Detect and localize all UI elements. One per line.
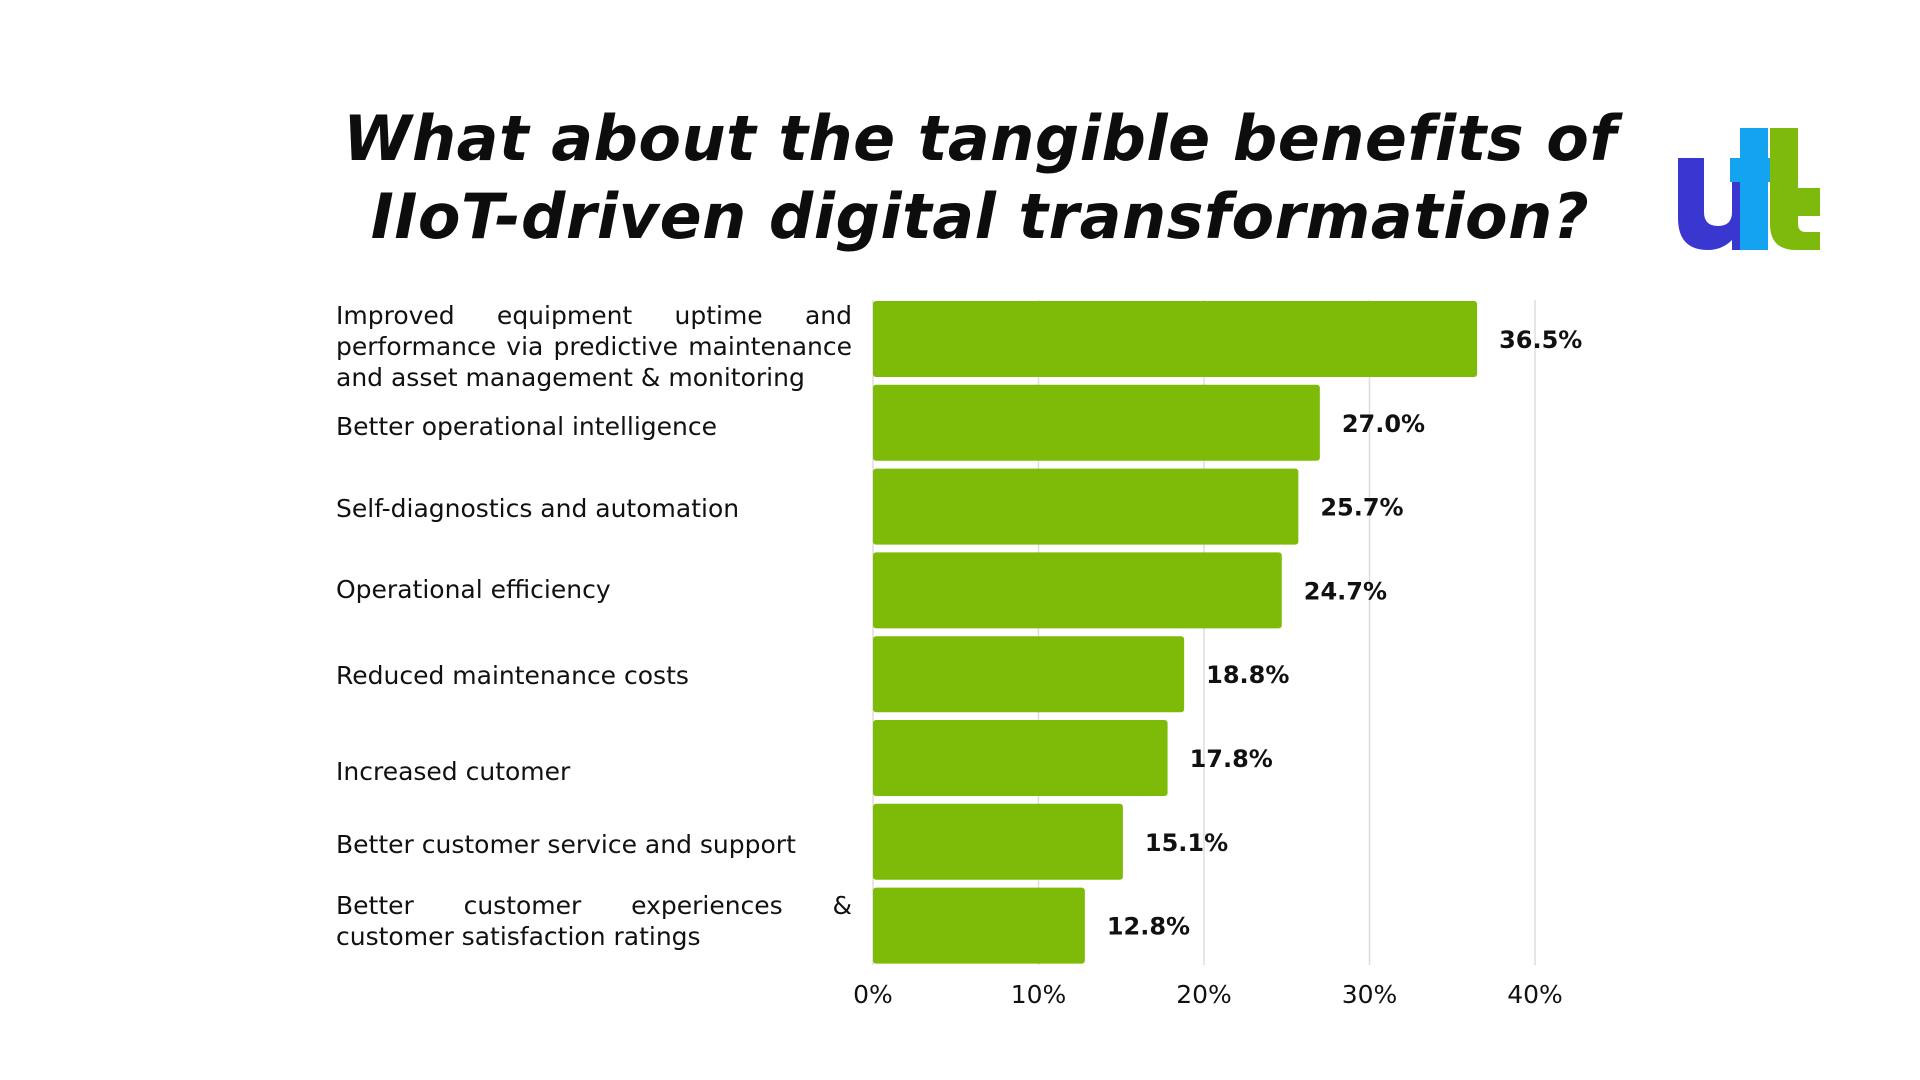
category-label: Better customer experiences & customer s… xyxy=(336,891,852,951)
bars xyxy=(873,301,1478,964)
bar xyxy=(873,720,1168,796)
bar-value-label: 18.8% xyxy=(1206,661,1289,689)
x-tick-label: 20% xyxy=(1176,980,1232,1009)
logo-letter-t1 xyxy=(1730,128,1778,250)
category-label: Improved equipment uptime and performanc… xyxy=(336,301,852,392)
bar xyxy=(873,803,1123,880)
bar-value-label: 25.7% xyxy=(1320,494,1403,522)
chart-title-line-1: What about the tangible benefits of xyxy=(343,102,1617,175)
x-tick-label: 0% xyxy=(853,980,893,1009)
bar xyxy=(873,468,1299,545)
category-label: Increased cutomer xyxy=(336,757,571,786)
x-tick-label: 30% xyxy=(1342,980,1398,1009)
category-label: Better operational intelligence xyxy=(336,412,718,441)
logo-letter-t2 xyxy=(1770,128,1820,250)
bar-value-label: 27.0% xyxy=(1342,410,1425,438)
bar-value-label: 15.1% xyxy=(1145,829,1228,857)
bar-value-label: 12.8% xyxy=(1107,913,1190,941)
x-axis-ticks: 0% 10% 20% 30% 40% xyxy=(853,980,1563,1009)
utl-logo-icon xyxy=(1678,128,1820,250)
category-label: Operational efficiency xyxy=(336,575,611,604)
bar-value-label: 17.8% xyxy=(1190,745,1273,773)
bar-value-label: 36.5% xyxy=(1499,326,1582,354)
x-tick-label: 40% xyxy=(1507,980,1563,1009)
bar xyxy=(873,552,1282,629)
bar xyxy=(873,887,1085,964)
category-label: Better customer service and support xyxy=(336,830,796,859)
category-label: Self-diagnostics and automation xyxy=(336,494,740,523)
bar xyxy=(873,301,1478,377)
x-tick-label: 10% xyxy=(1011,980,1067,1009)
category-label: Reduced maintenance costs xyxy=(336,661,689,690)
chart-title: What about the tangible benefits of IIoT… xyxy=(300,100,1660,256)
bar xyxy=(873,636,1185,713)
bar-value-label: 24.7% xyxy=(1304,577,1387,605)
chart-title-line-2: IIoT-driven digital transformation? xyxy=(370,180,1590,253)
bar xyxy=(873,384,1320,461)
value-labels: 36.5% 27.0% 25.7% 24.7% 18.8% 17.8% 15.1% 12.8% xyxy=(1107,326,1583,941)
